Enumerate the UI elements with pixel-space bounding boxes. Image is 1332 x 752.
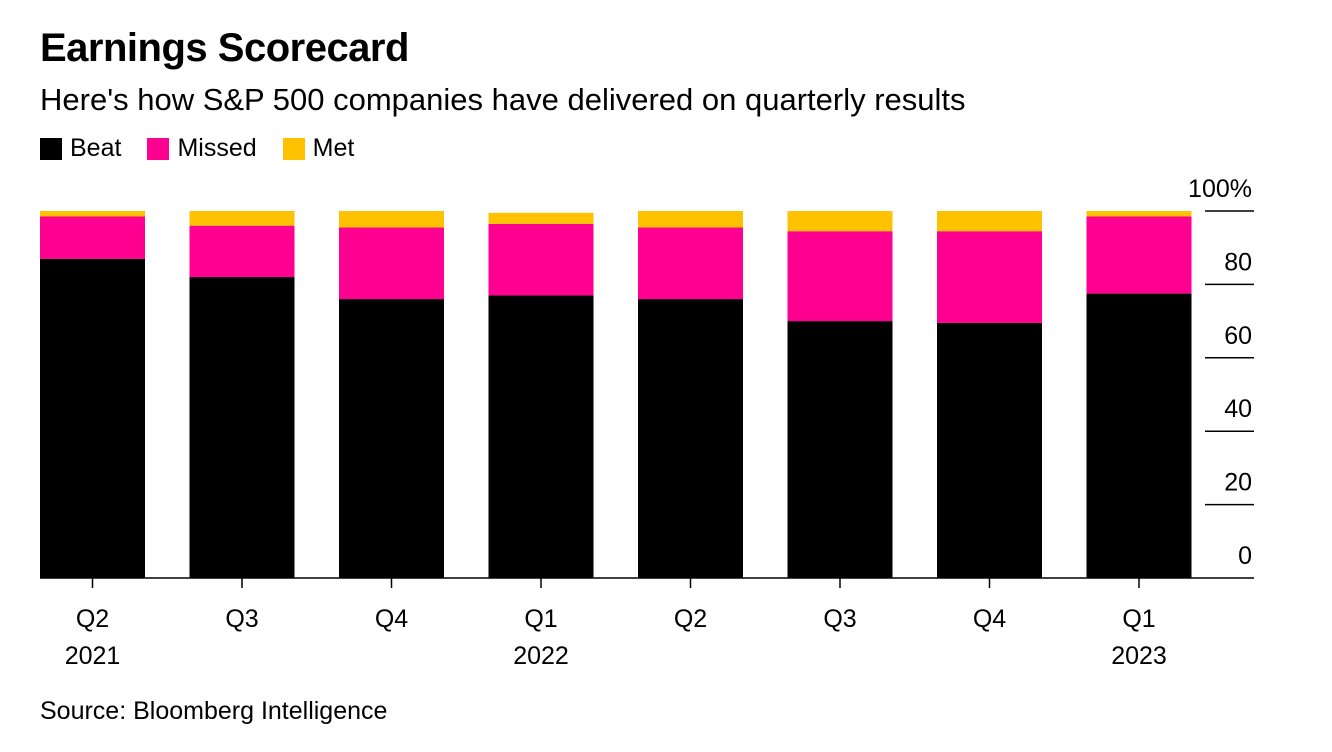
y-tick-label-0: 0	[1238, 542, 1252, 570]
x-tick-label-7: Q4	[973, 605, 1006, 633]
legend-item-met: Met	[282, 134, 355, 163]
bar-met-4	[488, 212, 594, 224]
x-year-label-8: 2023	[1111, 642, 1167, 670]
x-year-label-4: 2022	[513, 642, 569, 670]
bar-beat-2	[189, 277, 295, 578]
chart-title: Earnings Scorecard	[40, 26, 409, 70]
bar-beat-8	[1086, 293, 1192, 578]
bar-beat-6	[787, 321, 893, 578]
y-tick-label-40: 40	[1224, 395, 1252, 423]
bar-missed-7	[937, 231, 1042, 323]
x-tick-label-8: Q1	[1122, 605, 1155, 633]
bar-beat-1	[40, 258, 145, 578]
x-tick-label-6: Q3	[823, 605, 856, 633]
bar-met-1	[40, 211, 145, 217]
y-tick-label-100: 100%	[1188, 175, 1252, 203]
bar-beat-5	[638, 299, 743, 578]
bar-missed-8	[1086, 216, 1192, 294]
bar-met-8	[1086, 211, 1192, 217]
legend-label-beat: Beat	[70, 134, 122, 162]
legend-item-beat: Beat	[40, 134, 121, 163]
y-tick-label-80: 80	[1224, 248, 1252, 276]
y-tick-label-20: 20	[1224, 469, 1252, 497]
y-tick-label-60: 60	[1224, 322, 1252, 350]
legend-label-met: Met	[312, 134, 355, 162]
bar-met-5	[638, 211, 743, 228]
bar-met-3	[339, 211, 444, 228]
x-tick-label-4: Q1	[524, 605, 557, 633]
bar-missed-1	[40, 216, 145, 259]
bar-missed-3	[339, 227, 444, 300]
bar-missed-5	[638, 227, 743, 300]
x-tick-label-1: Q2	[76, 605, 109, 633]
chart-subtitle: Here's how S&P 500 companies have delive…	[40, 82, 966, 117]
bar-met-6	[787, 211, 893, 232]
bar-missed-4	[488, 223, 594, 296]
source-note: Source: Bloomberg Intelligence	[40, 697, 388, 725]
bar-beat-4	[488, 295, 594, 578]
x-year-label-1: 2021	[65, 642, 121, 670]
legend-label-missed: Missed	[177, 134, 257, 162]
bar-beat-7	[937, 322, 1042, 578]
bar-missed-6	[787, 231, 893, 322]
bar-met-7	[937, 211, 1042, 232]
x-tick-label-3: Q4	[375, 605, 408, 633]
legend-item-missed: Missed	[147, 134, 257, 163]
legend-swatch-missed	[147, 137, 170, 160]
chart-legend: Beat Missed Met	[40, 134, 380, 163]
legend-swatch-beat	[40, 137, 62, 160]
bar-met-2	[189, 211, 295, 226]
x-tick-label-5: Q2	[674, 605, 707, 633]
x-tick-label-2: Q3	[225, 605, 258, 633]
bar-missed-2	[189, 225, 295, 278]
legend-swatch-met	[282, 137, 305, 160]
bar-beat-3	[339, 299, 444, 578]
